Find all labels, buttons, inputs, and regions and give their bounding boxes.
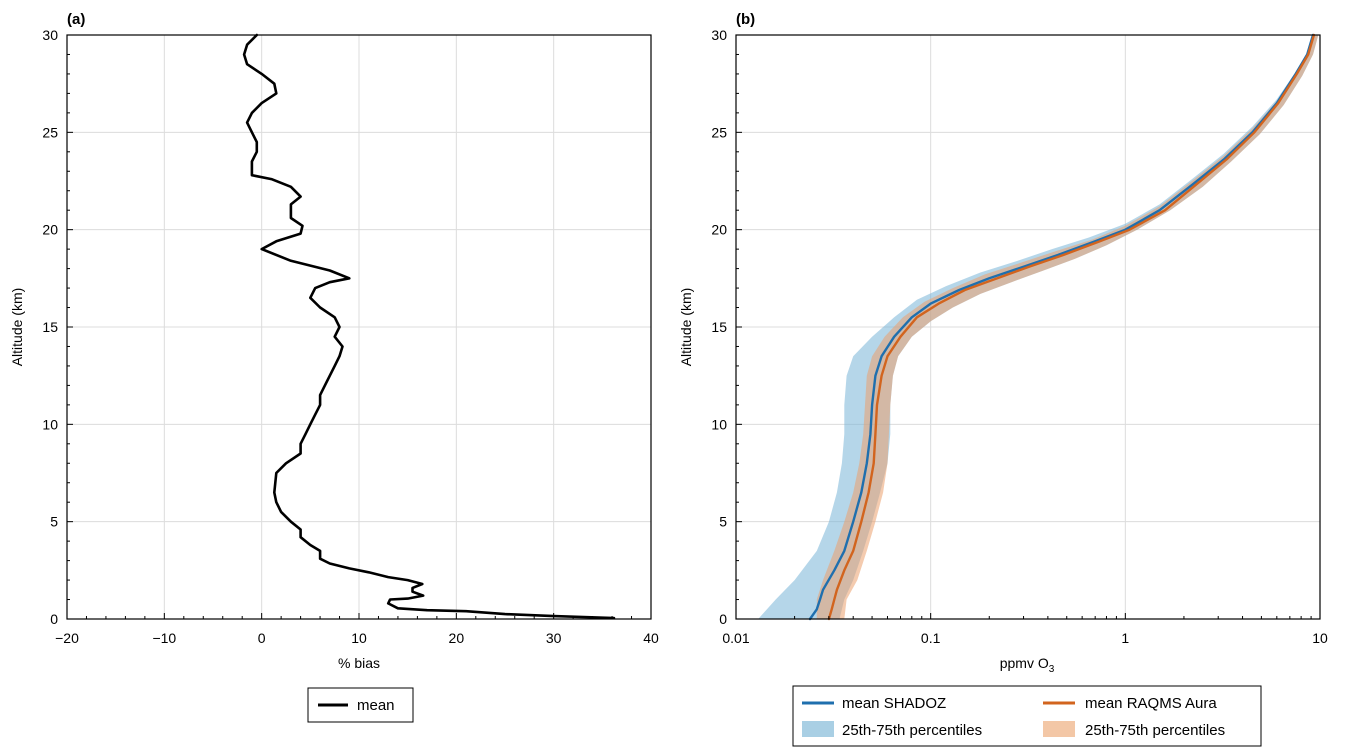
x-tick-label: 20 [449,630,465,646]
x-tick-label: 0 [258,630,266,646]
legend-swatch-raqms-percentiles [1043,721,1075,737]
series-panel-a [242,33,616,620]
y-tick-label: 15 [42,319,58,335]
y-tick-label: 20 [711,222,727,238]
y-tick-label: 5 [719,514,727,530]
x-axis-title-b: ppmv O3 [1000,655,1055,675]
panel-a: −20 −10 0 10 20 30 40 0 5 10 15 20 25 30 (a) % bias A… [9,11,659,723]
x-tick-label: 10 [1312,630,1328,646]
legend-panel-a: mean [307,687,414,723]
bands-panel-b [758,35,1319,619]
panel-label-a: (a) [67,11,85,28]
x-axis-title-b-subscript: 3 [1049,664,1055,675]
panel-b: 0.01 0.1 1 10 0 5 10 15 20 25 30 (b) ppmv O3 Altit… [678,11,1328,747]
y-tick-label: 30 [42,27,58,43]
y-tick-label: 0 [50,611,58,627]
panel-label-b: (b) [736,11,755,28]
x-tick-label: 0.1 [921,630,941,646]
y-tick-label: 20 [42,222,58,238]
y-tick-label: 5 [50,514,58,530]
y-axis-title-b: Altitude (km) [678,288,694,367]
gridlines-panel-a [66,34,652,620]
y-tick-label: 25 [711,124,727,140]
ticks-panel-a: −20 −10 0 10 20 30 40 0 5 10 15 20 25 30 [42,27,659,646]
legend-label-raqms-percentiles: 25th-75th percentiles [1085,722,1225,739]
y-tick-label: 10 [711,416,727,432]
series-panel-b [808,33,1316,621]
series-line-mean-raqms-aura [827,33,1316,621]
x-tick-label: 10 [351,630,367,646]
y-tick-label: 0 [719,611,727,627]
x-tick-label: −10 [152,630,176,646]
y-tick-label: 15 [711,319,727,335]
y-axis-title-a: Altitude (km) [9,288,25,367]
legend-swatch-shadoz-percentiles [802,721,834,737]
legend-label-mean-raqms-aura: mean RAQMS Aura [1085,695,1217,712]
legend-label-shadoz-percentiles: 25th-75th percentiles [842,722,982,739]
series-line-mean-shadoz [808,33,1315,621]
x-axis-title-b-main: ppmv O [1000,655,1049,671]
ticks-panel-b: 0.01 0.1 1 10 0 5 10 15 20 25 30 [711,27,1328,646]
y-tick-label: 30 [711,27,727,43]
legend-label-mean: mean [357,697,395,714]
y-tick-label: 10 [42,416,58,432]
x-tick-label: 1 [1121,630,1129,646]
series-line-mean [242,33,616,620]
y-tick-label: 25 [42,124,58,140]
x-tick-label: −20 [55,630,79,646]
percentile-band-raqms-aura [816,35,1319,619]
x-axis-title-a: % bias [338,655,380,671]
legend-panel-b: mean SHADOZ mean RAQMS Aura 25th-75th pe… [792,685,1262,747]
legend-label-mean-shadoz: mean SHADOZ [842,695,946,712]
x-tick-label: 0.01 [722,630,749,646]
x-tick-label: 40 [643,630,659,646]
gridlines-panel-b [735,34,1321,620]
percentile-band-shadoz [758,35,1319,619]
legend-box-b [792,685,1262,747]
x-tick-label: 30 [546,630,562,646]
